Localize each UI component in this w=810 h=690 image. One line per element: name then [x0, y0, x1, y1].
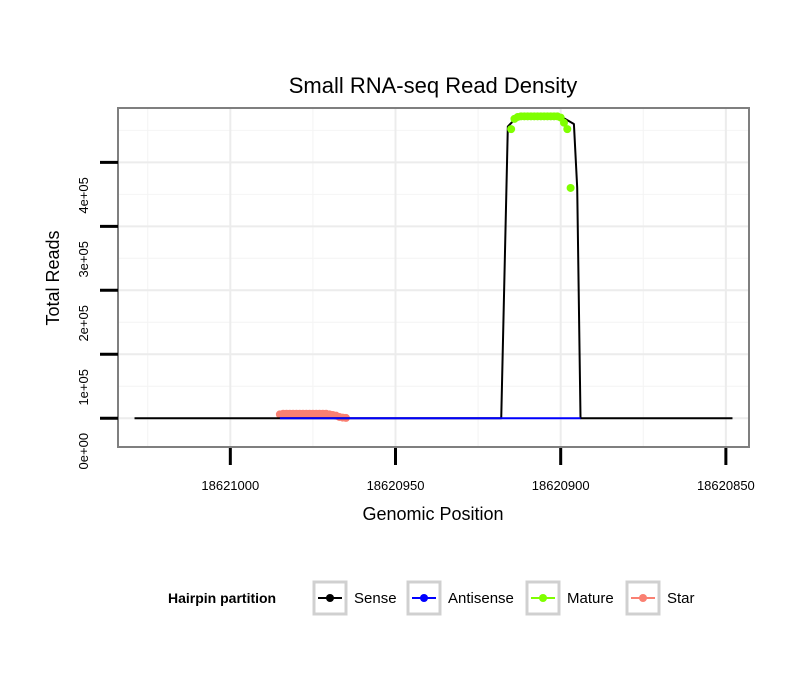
y-axis-title: Total Reads [43, 230, 63, 325]
y-tick-label: 1e+05 [76, 369, 91, 406]
x-tick-label: 18621000 [201, 478, 259, 493]
legend-label: Antisense [448, 590, 514, 607]
legend-item-star: Star [625, 580, 695, 616]
legend-title: Hairpin partition [168, 590, 276, 606]
plot-border [117, 107, 750, 448]
y-axis: 0e+00 1e+05 2e+05 3e+05 4e+05 [76, 160, 118, 470]
y-tick-label: 3e+05 [76, 241, 91, 278]
legend-label: Mature [567, 590, 614, 607]
legend-key-point [326, 594, 334, 602]
data-point-mature [566, 183, 575, 192]
x-tick-label: 18620850 [697, 478, 755, 493]
legend-key-point [639, 594, 647, 602]
y-tick-label: 4e+05 [76, 177, 91, 214]
y-tick-label: 2e+05 [76, 305, 91, 342]
x-tick-label: 18620900 [532, 478, 590, 493]
legend-item-antisense: Antisense [406, 580, 514, 616]
x-axis-title: Genomic Position [362, 504, 503, 524]
plot-panel [118, 108, 749, 447]
legend-item-mature: Mature [525, 580, 614, 616]
x-axis: 18621000 18620950 18620900 18620850 [201, 448, 755, 493]
legend: Hairpin partition Sense Antisense Mature St… [168, 580, 695, 616]
data-point-mature [563, 125, 572, 134]
data-series [134, 112, 733, 422]
y-tick-label: 0e+00 [76, 433, 91, 470]
legend-item-sense: Sense [312, 580, 397, 616]
legend-label: Star [667, 590, 695, 607]
x-tick-label: 18620950 [367, 478, 425, 493]
legend-label: Sense [354, 590, 397, 607]
data-point-mature [507, 125, 516, 134]
data-point-mature [559, 118, 568, 127]
legend-key-point [539, 594, 547, 602]
chart-title: Small RNA-seq Read Density [289, 73, 578, 98]
legend-key-point [420, 594, 428, 602]
